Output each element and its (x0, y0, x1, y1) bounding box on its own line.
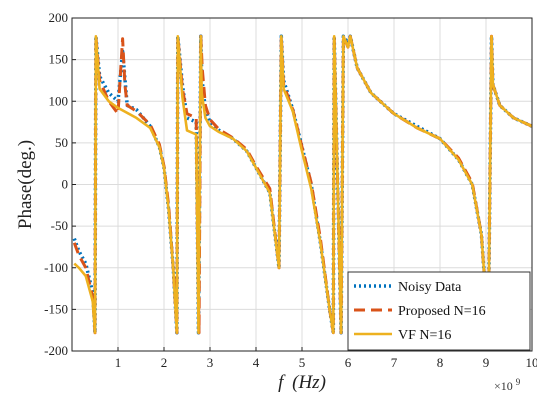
x-axis-label: f (Hz) (278, 372, 326, 393)
y-tick-label: 50 (55, 135, 68, 150)
y-tick-label: -200 (44, 343, 68, 358)
y-tick-label: 150 (49, 52, 69, 67)
x-tick-label: 10 (526, 355, 537, 370)
x-axis-multiplier-exponent: 9 (516, 377, 521, 387)
legend: Noisy Data Proposed N=16 VF N=16 (348, 272, 530, 350)
x-axis-multiplier-base: ×10 (494, 379, 513, 393)
x-tick-label: 9 (483, 355, 490, 370)
x-tick-label: 7 (391, 355, 398, 370)
y-tick-label: 0 (62, 177, 69, 192)
x-tick-label: 1 (115, 355, 122, 370)
y-axis-label: Phase(deg.) (15, 140, 36, 229)
y-tick-label: 200 (49, 10, 69, 25)
x-tick-label: 6 (345, 355, 352, 370)
y-tick-label: -150 (44, 301, 68, 316)
y-tick-label: -100 (44, 260, 68, 275)
x-axis-label-unit: (Hz) (292, 372, 326, 393)
legend-label: Proposed N=16 (398, 304, 486, 319)
y-tick-label: -50 (51, 218, 68, 233)
x-tick-label: 8 (437, 355, 444, 370)
x-tick-label: 4 (253, 355, 260, 370)
x-tick-label: 5 (299, 355, 306, 370)
legend-label: VF N=16 (398, 328, 451, 343)
x-tick-label: 3 (207, 355, 214, 370)
y-tick-label: 100 (49, 93, 69, 108)
legend-label: Noisy Data (398, 280, 462, 295)
x-axis-multiplier: ×10 9 (494, 377, 521, 393)
x-axis-label-symbol: f (278, 372, 286, 393)
x-tick-label: 2 (161, 355, 168, 370)
